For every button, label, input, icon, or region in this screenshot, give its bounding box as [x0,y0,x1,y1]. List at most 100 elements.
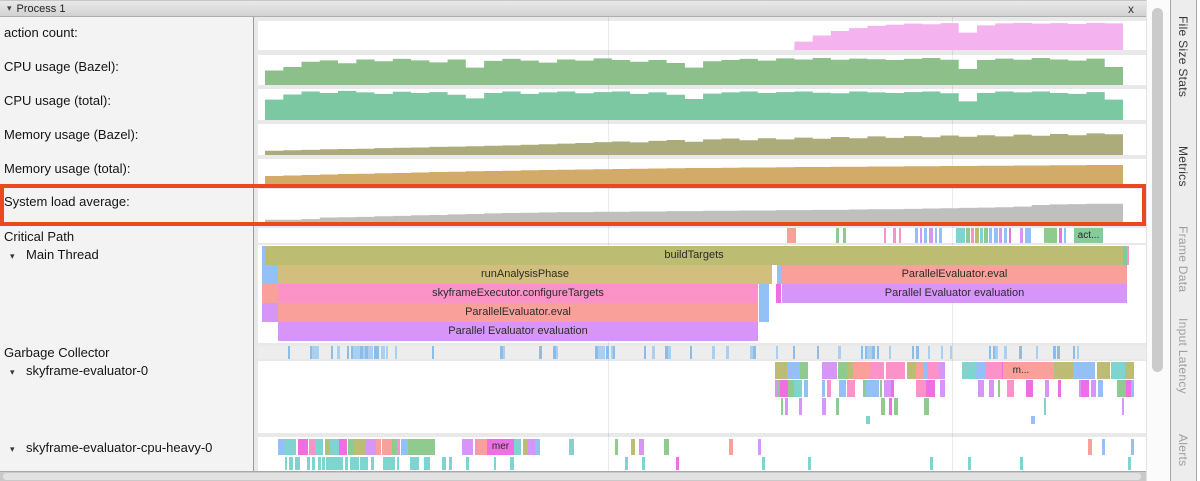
gc-event-tick[interactable] [367,346,370,359]
critical-path-event[interactable] [984,228,988,243]
gc-event-tick[interactable] [385,346,389,359]
gc-event-tick[interactable] [869,346,873,359]
flame-event[interactable] [826,380,831,397]
flame-event-skyframeexecutor-configuretargets[interactable]: skyframeExecutor.configureTargets [278,284,758,303]
critical-path-event[interactable] [1064,228,1066,243]
gc-event-tick[interactable] [726,346,729,359]
gc-event-tick[interactable] [309,346,312,359]
flame-event[interactable] [676,457,679,470]
gc-event-tick[interactable] [949,346,952,359]
flame-event[interactable] [1117,380,1127,397]
gc-event-tick[interactable] [1057,346,1060,359]
gc-event-tick[interactable] [712,346,715,359]
gc-event-tick[interactable] [988,346,992,359]
flame-event[interactable] [262,303,278,322]
flame-event[interactable] [916,380,926,397]
gc-event-tick[interactable] [394,346,398,359]
flame-event[interactable] [1006,380,1015,397]
gc-event-tick[interactable] [1076,346,1080,359]
gc-event-tick[interactable] [552,346,556,359]
vertical-scrollbar-thumb[interactable] [1152,8,1163,372]
flame-event[interactable] [976,362,986,379]
critical-path-event[interactable] [915,228,918,243]
flame-event[interactable] [322,457,325,470]
gc-event-tick[interactable] [376,346,380,359]
critical-path-event[interactable] [989,228,992,243]
flame-event[interactable] [759,284,769,303]
collapse-icon[interactable]: ▾ [7,3,12,13]
flame-event[interactable] [1096,362,1110,379]
flame-event[interactable] [1045,380,1049,397]
critical-path-event[interactable] [956,228,965,243]
gc-event-tick[interactable] [600,346,603,359]
gc-event-tick[interactable] [867,346,870,359]
flame-event[interactable] [376,439,381,455]
flame-event[interactable] [852,362,871,379]
counter-chart-system-load-average[interactable] [258,189,1146,222]
horizontal-scrollbar-thumb[interactable] [3,473,1141,480]
flame-event[interactable] [262,265,278,284]
flame-event[interactable] [799,398,802,415]
track-label-action-count[interactable]: action count: [4,25,78,40]
flame-event[interactable] [906,362,917,379]
flame-event[interactable] [1088,439,1092,455]
flame-event[interactable] [800,362,808,379]
flame-event[interactable] [363,457,368,470]
flame-event[interactable] [413,457,417,470]
critical-path-event[interactable] [994,228,998,243]
gc-event-tick[interactable] [598,346,601,359]
flame-event[interactable] [1111,362,1126,379]
gc-event-tick[interactable] [689,346,693,359]
flame-event[interactable] [787,362,801,379]
gc-event-tick[interactable] [503,346,506,359]
track-label-main-thread[interactable]: ▾ Main Thread [4,247,99,262]
flame-event[interactable] [401,439,408,455]
track-label-cpu-usage-total[interactable]: CPU usage (total): [4,93,111,108]
gc-event-tick[interactable] [753,346,756,359]
flame-event[interactable] [318,457,321,470]
track-label-cpu-usage-bazel[interactable]: CPU usage (Bazel): [4,59,119,74]
flame-event[interactable] [340,457,344,470]
flame-event[interactable] [354,439,366,455]
flame-event[interactable] [353,457,356,470]
flame-event[interactable] [309,439,316,455]
flame-event[interactable] [775,380,778,397]
sidebar-tab-input-latency[interactable]: Input Latency [1176,318,1190,394]
flame-event[interactable] [311,457,315,470]
gc-event-tick[interactable] [995,346,999,359]
flame-event-parallelevaluator-eval[interactable]: ParallelEvaluator.eval [782,265,1127,284]
flame-event[interactable] [569,439,574,455]
gc-event-tick[interactable] [940,346,944,359]
critical-path-event[interactable] [899,228,901,243]
flame-event[interactable] [1130,380,1134,397]
flame-event[interactable] [386,457,390,470]
sidebar-tab-file-size-stats[interactable]: File Size Stats [1176,16,1190,98]
flame-event[interactable] [1090,380,1097,397]
track-label-memory-usage-bazel[interactable]: Memory usage (Bazel): [4,127,138,142]
gc-event-tick[interactable] [606,346,610,359]
flame-event[interactable] [847,380,856,397]
collapse-arrow-icon[interactable]: ▾ [10,367,15,377]
flame-event[interactable] [391,439,397,455]
flame-event[interactable] [1126,380,1131,397]
flame-event[interactable] [870,362,885,379]
flame-event[interactable] [326,457,330,470]
flame-event[interactable] [393,457,396,470]
critical-path-event[interactable] [929,228,933,243]
critical-path-event[interactable] [787,228,796,243]
gc-event-tick[interactable] [872,346,876,359]
flame-event[interactable] [1084,362,1096,379]
gc-event-tick[interactable] [352,346,355,359]
flame-event[interactable] [514,439,522,455]
flame-event[interactable] [448,457,452,470]
flame-event[interactable] [337,457,341,470]
flame-event[interactable] [784,398,789,415]
flame-event[interactable] [1125,362,1134,379]
track-label-skyframe-evaluator-cpu-heavy-0[interactable]: ▾ skyframe-evaluator-cpu-heavy-0 [4,440,212,455]
flame-event[interactable] [781,398,784,415]
counter-chart-cpu-usage-bazel[interactable] [258,55,1146,85]
flame-event[interactable] [803,380,808,397]
gc-event-tick[interactable] [330,346,334,359]
flame-event[interactable] [777,265,782,284]
flame-event[interactable] [527,439,536,455]
